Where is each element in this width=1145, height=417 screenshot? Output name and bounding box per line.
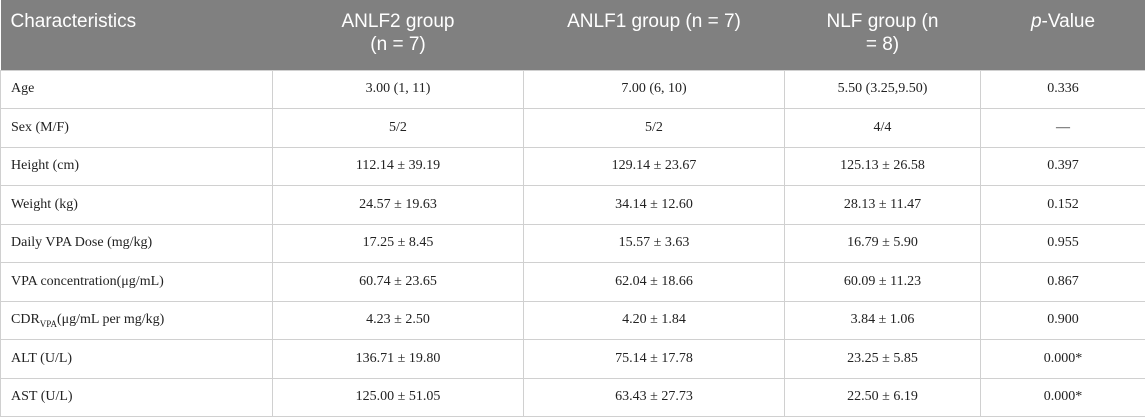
table-cell: 4.20 ± 1.84 [523,300,785,340]
table-cell: 34.14 ± 12.60 [523,185,785,225]
table-cell: 28.13 ± 11.47 [784,185,981,225]
table-cell: 0.955 [980,223,1145,263]
table-row: ALT (U/L) 136.71 ± 19.80 75.14 ± 17.78 23.2… [0,339,1145,379]
table-cell: 7.00 (6, 10) [523,69,785,109]
table-cell: 62.04 ± 18.66 [523,262,785,302]
header-cell: p-Value [980,0,1145,70]
table-cell: 0.000* [980,377,1145,417]
table-cell: 0.397 [980,146,1145,186]
header-row: Characteristics ANLF2 group (n = 7) ANLF1 … [0,0,1145,70]
table-cell: 5/2 [523,108,785,148]
text-rest: -Value [1041,11,1096,32]
header-text: p-Value [1031,10,1095,33]
row-label: Sex (M/F) [0,108,273,148]
table-cell: 75.14 ± 17.78 [523,339,785,379]
table-body: Age 3.00 (1, 11) 7.00 (6, 10) 5.50 (3.25,9.… [0,69,1145,417]
text-rest: (μg/mL per mg/kg) [56,311,165,327]
table-cell: 5.50 (3.25,9.50) [784,69,981,109]
table-row: Daily VPA Dose (mg/kg) 17.25 ± 8.45 15.57 … [0,223,1145,263]
text-italic: p [1030,11,1042,32]
header-cell: ANLF1 group (n = 7) [523,0,785,70]
table-cell: 5/2 [272,108,524,148]
table-row: Sex (M/F) 5/2 5/2 4/4— [0,108,1145,148]
header-text: ANLF1 group (n = 7) [567,11,741,32]
table-cell: 112.14 ± 39.19 [272,146,524,186]
table-cell: 3.84 ± 1.06 [784,300,981,340]
table-row: Age 3.00 (1, 11) 7.00 (6, 10) 5.50 (3.25,9.… [0,69,1145,109]
row-label: Age [0,69,273,109]
table-cell: 60.09 ± 11.23 [784,262,981,302]
row-label: Height (cm) [0,146,273,186]
table-cell: 0.336 [980,69,1145,109]
table-row: CDRVPA(μg/mL per mg/kg) 4.23 ± 2.50 4.20 ±… [0,300,1145,340]
header-cell: ANLF2 group (n = 7) [272,0,524,70]
table-cell: 15.57 ± 3.63 [523,223,785,263]
row-label: CDRVPA(μg/mL per mg/kg) [0,300,273,340]
table-cell: 125.00 ± 51.05 [272,377,524,417]
table-cell: 24.57 ± 19.63 [272,185,524,225]
header-text: NLF group (n = 8) [826,11,939,55]
text-text: CDR [11,311,40,327]
table-row: Weight (kg) 24.57 ± 19.63 34.14 ± 12.60 28.… [0,185,1145,225]
table-cell: 0.152 [980,185,1145,225]
header-text: ANLF2 group (n = 7) [341,11,455,55]
header-text: Characteristics [10,11,137,32]
table-row: Height (cm) 112.14 ± 39.19 129.14 ± 23.67 1… [0,146,1145,186]
table-cell: 4/4 [784,108,981,148]
table-cell: 0.000* [980,339,1145,379]
table-cell: 16.79 ± 5.90 [784,223,981,263]
table-cell: 17.25 ± 8.45 [272,223,524,263]
table-row: AST (U/L) 125.00 ± 51.05 63.43 ± 27.73 22.5… [0,377,1145,417]
table-cell: 63.43 ± 27.73 [523,377,785,417]
table-cell: 129.14 ± 23.67 [523,146,785,186]
table-cell: 60.74 ± 23.65 [272,262,524,302]
table-cell: 22.50 ± 6.19 [784,377,981,417]
row-label: ALT (U/L) [0,339,273,379]
header-cell: Characteristics [0,0,273,70]
table-row: VPA concentration(μg/mL) 60.74 ± 23.65 62.… [0,262,1145,302]
text-sub: VPA [39,318,57,329]
row-label: VPA concentration(μg/mL) [0,262,273,302]
table-cell: 136.71 ± 19.80 [272,339,524,379]
table-cell: 0.900 [980,300,1145,340]
row-label: Daily VPA Dose (mg/kg) [0,223,273,263]
table-cell: 4.23 ± 2.50 [272,300,524,340]
row-label: AST (U/L) [0,377,273,417]
table-cell: — [980,108,1145,148]
table-cell: 125.13 ± 26.58 [784,146,981,186]
table-cell: 0.867 [980,262,1145,302]
table-cell: 3.00 (1, 11) [272,69,524,109]
row-label: Weight (kg) [0,185,273,225]
header-cell: NLF group (n = 8) [784,0,981,70]
table-cell: 23.25 ± 5.85 [784,339,981,379]
